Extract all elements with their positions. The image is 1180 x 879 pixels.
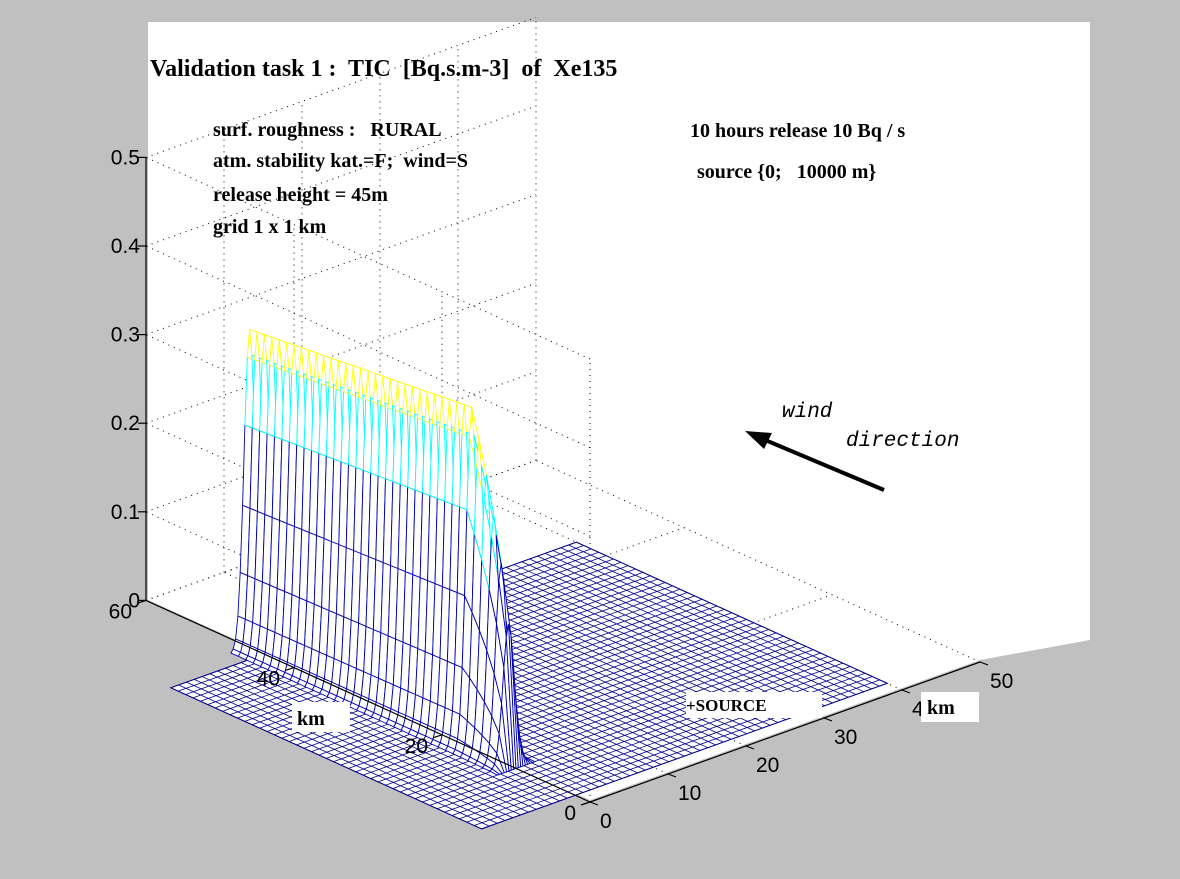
y-tick-label-1: 20 bbox=[405, 735, 428, 758]
x-axis-label: km bbox=[927, 697, 955, 719]
mesh-line-y bbox=[392, 642, 799, 789]
annotation-roughness: surf. roughness : RURAL bbox=[213, 119, 442, 141]
y-axis-label: km bbox=[297, 708, 325, 730]
chart-title: Validation task 1 : TIC [Bq.s.m-3] of Xe… bbox=[150, 56, 617, 82]
x-tick-label-3: 30 bbox=[834, 726, 857, 749]
y-tick-mark-1 bbox=[432, 734, 443, 739]
mesh-line-y bbox=[348, 622, 755, 769]
x-tick-mark-5 bbox=[979, 661, 989, 666]
mesh-line-y bbox=[370, 632, 777, 779]
annotation-source: source {0; 10000 m} bbox=[697, 161, 876, 183]
mesh-line-y bbox=[385, 639, 792, 786]
wind-label: wind bbox=[782, 401, 833, 424]
x-tick-mark-3 bbox=[823, 717, 833, 722]
y-axis-line bbox=[145, 599, 591, 803]
x-tick-label-5: 50 bbox=[990, 670, 1013, 693]
annotation-stability: atm. stability kat.=F; wind=S bbox=[213, 150, 468, 172]
annotation-release-height: release height = 45m bbox=[213, 184, 388, 206]
source-label-box bbox=[686, 692, 822, 718]
z-tick-label-3: 0.3 bbox=[111, 324, 140, 347]
mesh-line-y bbox=[429, 659, 836, 806]
y-tick-label-3: 60 bbox=[109, 600, 132, 623]
x-axis-line bbox=[589, 661, 981, 803]
y-tick-label-2: 40 bbox=[257, 668, 280, 691]
direction-label: direction bbox=[846, 430, 959, 453]
mesh-line-y bbox=[318, 608, 725, 756]
mesh-line-y bbox=[355, 625, 762, 773]
mesh-line-y bbox=[444, 666, 851, 813]
x-tick-mark-2 bbox=[745, 745, 755, 750]
mesh-line-y bbox=[422, 656, 829, 803]
x-tick-label-2: 20 bbox=[756, 754, 779, 777]
mesh-line-y bbox=[326, 612, 732, 759]
x-tick-label-0: 0 bbox=[600, 810, 612, 833]
plume-cell bbox=[524, 756, 536, 764]
x-tick-mark-4 bbox=[901, 689, 911, 694]
mesh-line-y bbox=[333, 615, 740, 763]
y-tick-mark-0 bbox=[580, 801, 591, 806]
z-tick-label-5: 0.5 bbox=[111, 146, 140, 169]
mesh-line-y bbox=[340, 619, 747, 766]
y-tick-mark-2 bbox=[284, 667, 295, 672]
mesh-line-y bbox=[363, 629, 769, 776]
z-tick-label-4: 0.4 bbox=[111, 235, 141, 258]
annotation-grid: grid 1 x 1 km bbox=[213, 216, 327, 238]
x-axis-label-box bbox=[921, 692, 979, 722]
y-axis-label-box bbox=[292, 702, 350, 732]
x-tick-mark-1 bbox=[667, 773, 677, 778]
source-label: +SOURCE bbox=[686, 696, 767, 715]
mesh-line-y bbox=[377, 635, 784, 783]
mesh-line-y bbox=[414, 652, 821, 800]
z-tick-label-2: 0.2 bbox=[111, 412, 140, 435]
annotation-release-rate: 10 hours release 10 Bq / s bbox=[690, 120, 905, 142]
z-tick-label-0: 0 bbox=[128, 589, 140, 612]
mesh-line-y bbox=[437, 662, 843, 810]
z-tick-label-1: 0.1 bbox=[111, 501, 140, 524]
x-tick-mark-0 bbox=[589, 801, 599, 806]
mesh-line-y bbox=[400, 645, 806, 793]
y-tick-label-0: 0 bbox=[564, 802, 576, 825]
wind-arrow-icon bbox=[745, 431, 885, 492]
mesh-line-y bbox=[407, 649, 814, 796]
x-tick-label-1: 10 bbox=[678, 782, 701, 805]
